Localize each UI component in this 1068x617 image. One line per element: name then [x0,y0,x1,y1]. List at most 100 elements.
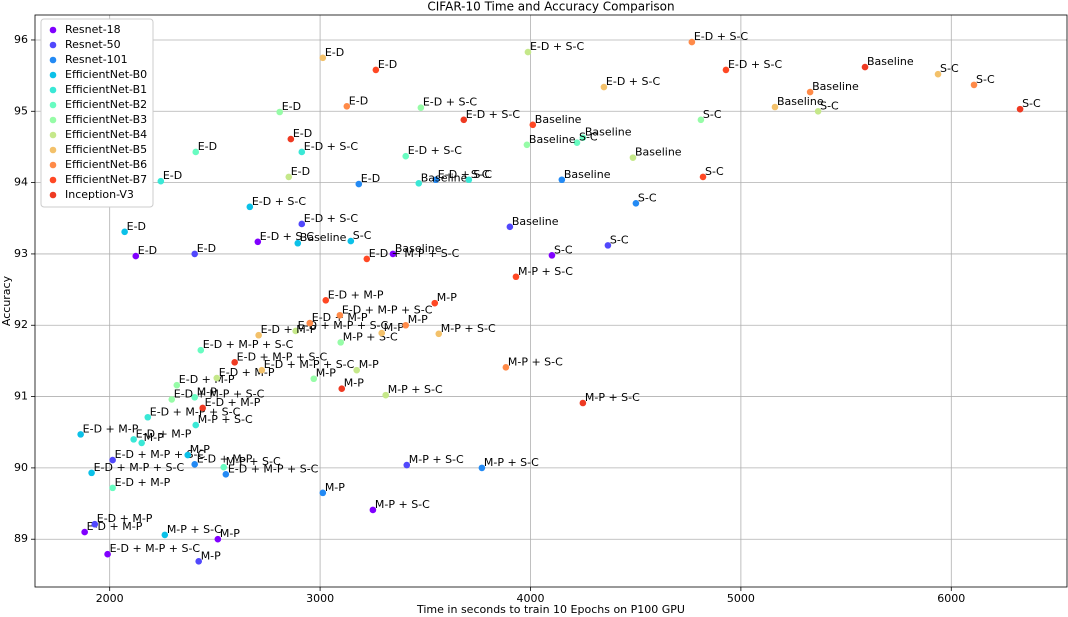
point [319,54,327,62]
x-tick-label: 2000 [96,592,124,605]
point [298,220,306,228]
legend-box [40,18,154,208]
point [121,228,128,236]
point-label: E-D [361,172,380,185]
point [255,331,262,339]
point-label: M-P + S-C [508,355,563,368]
point-label: Baseline [585,126,632,139]
point-label: Baseline [564,168,611,181]
point [109,456,116,464]
point-label: M-P [197,385,217,398]
point [529,121,537,129]
point [132,252,140,260]
legend-marker [49,71,57,79]
point-label: E-D [349,94,368,107]
point [431,299,439,307]
point-label: E-D + S-C [466,108,521,121]
point-label: M-P + S-C [198,413,253,426]
y-tick-label: 89 [14,532,28,545]
point-label: Baseline [777,95,824,108]
point [722,66,730,74]
point-label: M-P [384,321,404,334]
point [310,375,318,383]
point [861,63,869,71]
y-tick-label: 95 [14,104,28,117]
point [1016,105,1024,113]
chart-title: CIFAR-10 Time and Accuracy Comparison [427,0,674,14]
point [402,152,410,160]
point [246,203,254,211]
point [294,239,302,247]
point-label: Baseline [867,55,914,68]
point-label: S-C [940,62,959,75]
point [579,134,587,141]
point [191,393,198,401]
legend-marker [49,86,57,94]
legend-marker [49,41,57,49]
point [306,319,314,327]
y-tick-label: 93 [14,247,28,260]
point-label: Baseline [812,80,859,93]
y-tick-label: 91 [14,390,28,403]
x-tick-label: 6000 [937,592,965,605]
legend-label: EfficientNet-B0 [65,68,147,81]
point [524,48,532,56]
point-label: S-C [820,99,839,112]
point [173,381,181,389]
point [287,135,295,143]
point [298,148,306,156]
point [697,116,705,124]
point [81,528,88,536]
point-label: E-D + M-P [87,520,143,533]
point [506,223,514,231]
point-label: E-D [197,242,216,255]
point [254,238,262,246]
point [192,421,200,429]
point [403,461,411,469]
point [415,180,423,187]
point-label: E-D + M-P + S-C [228,462,319,475]
point-label: M-P [144,431,164,444]
point [104,550,111,558]
point-label: E-D + S-C [438,168,493,181]
point [144,413,152,421]
legend-label: EfficientNet-B2 [65,98,147,111]
point [363,255,371,263]
point-label: S-C [579,131,598,144]
legend-label: Resnet-18 [65,23,121,36]
point-label: M-P [325,481,345,494]
point [161,531,169,539]
point-label: E-D + S-C [694,30,749,43]
y-tick-label: 94 [14,176,28,189]
point-label: Baseline [635,146,682,159]
point-label: M-P + S-C [585,391,640,404]
point [214,535,222,543]
point-label: E-D + M-P + S-C [298,319,389,332]
point [199,404,206,412]
point-label: Baseline [529,133,576,146]
point [322,296,330,304]
point [337,339,345,346]
point-label: M-P + S-C [167,523,222,536]
point-label: E-D [282,100,301,113]
point-label: M-P [316,367,336,380]
legend-label: Resnet-101 [65,53,128,66]
point-label: E-D + S-C [304,140,359,153]
point [195,558,202,565]
point [138,439,145,447]
point [460,116,468,124]
point-label: E-D + M-P [97,512,153,525]
point [435,330,443,338]
point [353,366,360,374]
point-label: E-D [291,165,310,178]
point [258,366,266,374]
legend-label: Resnet-50 [65,38,121,51]
point [417,104,425,112]
point [285,173,293,181]
y-tick-label: 96 [14,33,28,46]
point [389,250,397,258]
point-label: S-C [610,233,629,246]
point-label: M-P [220,527,240,540]
x-tick-label: 3000 [306,592,334,605]
